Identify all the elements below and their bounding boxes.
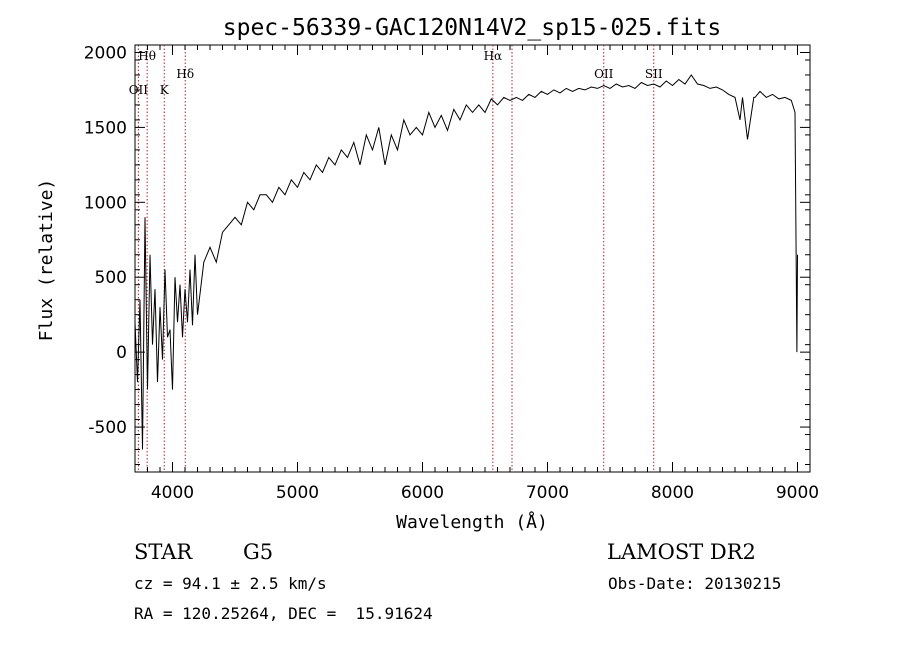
y-tick-label: 1500 [84, 118, 127, 138]
spectral-line-label: SII [645, 67, 663, 81]
x-tick-label: 8000 [651, 483, 694, 503]
spectral-line-label: Hθ [138, 49, 156, 63]
y-tick-label: 2000 [84, 43, 127, 63]
x-axis-label: Wavelength (Å) [396, 511, 548, 533]
chart-title: spec-56339-GAC120N14V2_sp15-025.fits [223, 15, 722, 41]
x-tick-label: 6000 [401, 483, 444, 503]
object-subclass: G5 [243, 540, 274, 564]
spectral-line-label: OII [594, 67, 614, 81]
y-tick-label: 0 [116, 343, 127, 363]
survey-name: LAMOST DR2 [607, 540, 756, 564]
redshift-cz: cz = 94.1 ± 2.5 km/s [134, 574, 327, 593]
spectral-line-label: Hδ [176, 67, 194, 81]
plot-frame [134, 44, 811, 473]
x-tick-label: 7000 [526, 483, 569, 503]
x-axis-ticks: 4000 5000 6000 7000 8000 9000 [134, 45, 819, 503]
object-class: STAR [134, 540, 193, 564]
observation-date: Obs-Date: 20130215 [608, 574, 782, 593]
spectral-line-label: K [160, 83, 170, 97]
x-tick-label: 9000 [776, 483, 819, 503]
x-tick-label: 5000 [276, 483, 319, 503]
y-axis-label: Flux (relative) [36, 179, 57, 342]
y-tick-label: 1000 [84, 193, 127, 213]
x-tick-label: 4000 [151, 483, 194, 503]
spectrum-series [134, 74, 798, 450]
spectral-line-label: Hα [484, 49, 503, 63]
y-axis-ticks: -500 0 500 1000 1500 2000 [84, 43, 810, 466]
y-tick-label: 500 [95, 268, 127, 288]
spectrum-line [134, 74, 798, 450]
ra-dec: RA = 120.25264, DEC = 15.91624 [134, 604, 433, 623]
y-tick-label: -500 [88, 418, 127, 438]
